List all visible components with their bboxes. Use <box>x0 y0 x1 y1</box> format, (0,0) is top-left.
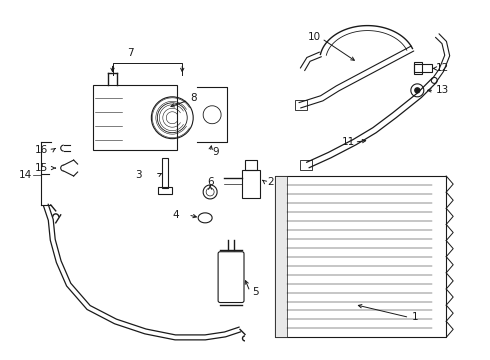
Text: 7: 7 <box>126 49 133 58</box>
Text: 5: 5 <box>252 287 259 297</box>
Bar <box>242 170 260 198</box>
Bar <box>275 176 446 337</box>
Bar <box>415 62 422 75</box>
Text: 2: 2 <box>267 177 273 187</box>
Text: 12: 12 <box>436 63 449 73</box>
Text: 8: 8 <box>190 93 197 103</box>
Text: 15: 15 <box>35 163 48 173</box>
Bar <box>275 176 287 337</box>
Text: 13: 13 <box>436 85 449 95</box>
Bar <box>158 187 172 194</box>
Bar <box>162 158 168 188</box>
Text: 1: 1 <box>412 312 418 323</box>
Bar <box>295 100 307 110</box>
Text: 3: 3 <box>135 170 142 180</box>
Text: 4: 4 <box>172 210 179 220</box>
Circle shape <box>415 88 420 93</box>
Text: 10: 10 <box>308 32 321 41</box>
Text: 14: 14 <box>19 170 32 180</box>
Bar <box>93 85 177 150</box>
Text: 16: 16 <box>35 145 48 155</box>
Text: 9: 9 <box>212 147 219 157</box>
Bar <box>415 64 432 72</box>
Text: 11: 11 <box>342 137 355 147</box>
Bar <box>245 160 257 170</box>
Text: 6: 6 <box>207 177 214 187</box>
Bar <box>300 160 312 170</box>
